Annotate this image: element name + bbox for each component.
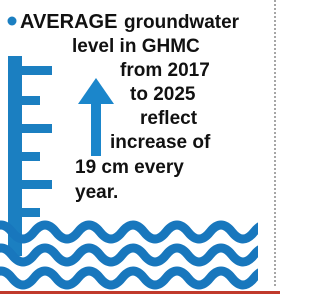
text-line: from 2017 — [120, 60, 210, 81]
ruler-tick — [8, 152, 40, 161]
arrow-shaft — [91, 100, 101, 156]
infographic: AVERAGE groundwater level in GHMC from 2… — [0, 0, 280, 298]
text-line: reflect — [140, 108, 198, 129]
bottom-rule — [0, 291, 280, 294]
text-line: year. — [75, 182, 118, 203]
bullet-dot — [8, 17, 17, 26]
text-line: groundwater — [124, 12, 240, 33]
text-line: 19 cm every — [75, 157, 184, 178]
text-line: level in GHMC — [72, 36, 200, 57]
ruler-tick — [8, 180, 52, 189]
ruler-tick — [8, 96, 40, 105]
lead-word: AVERAGE — [20, 11, 117, 33]
ruler-tick — [8, 208, 40, 217]
text-line: increase of — [110, 132, 211, 153]
ruler-tick — [8, 124, 52, 133]
ruler-tick — [8, 66, 52, 75]
text-line: to 2025 — [130, 84, 196, 105]
